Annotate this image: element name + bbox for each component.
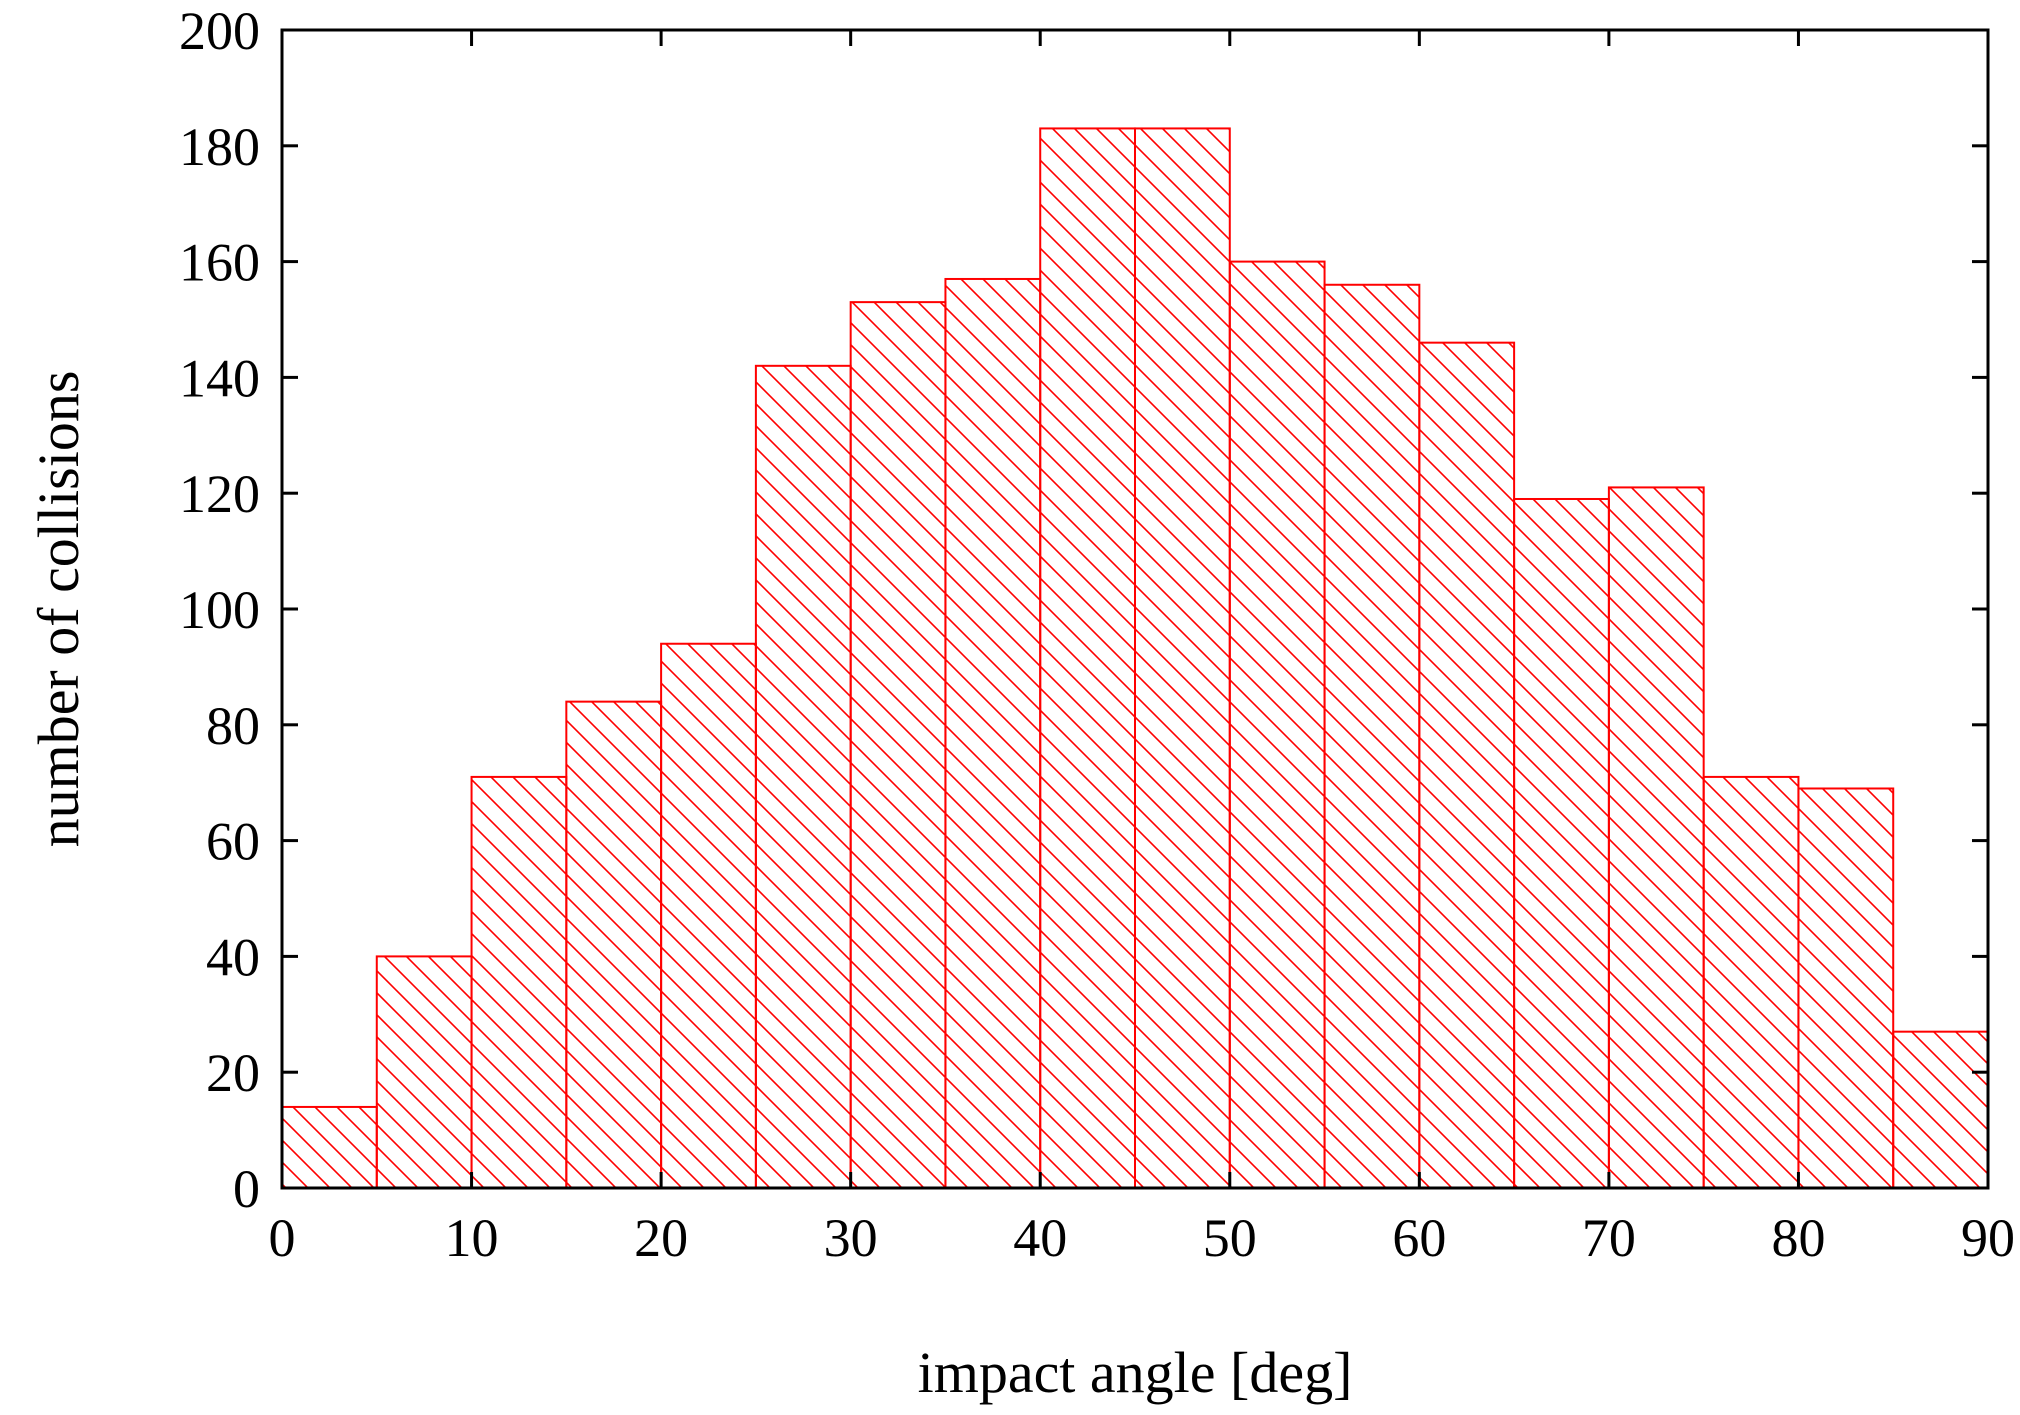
y-tick-label: 160 xyxy=(179,233,260,293)
histogram-bar xyxy=(1418,341,1516,1190)
x-tick-label: 20 xyxy=(634,1208,688,1268)
x-tick-label: 50 xyxy=(1203,1208,1257,1268)
y-tick-label: 60 xyxy=(206,812,260,872)
x-tick-label: 90 xyxy=(1961,1208,2015,1268)
histogram-bar xyxy=(1134,127,1231,1189)
x-tick-label: 0 xyxy=(269,1208,296,1268)
x-tick-label: 80 xyxy=(1771,1208,1825,1268)
histogram-bar xyxy=(1607,486,1705,1190)
histogram-bar xyxy=(1323,283,1421,1189)
histogram-bar xyxy=(1228,260,1326,1190)
x-tick-label: 70 xyxy=(1582,1208,1636,1268)
histogram-bar xyxy=(470,775,568,1189)
x-tick-label: 30 xyxy=(824,1208,878,1268)
x-tick-label: 10 xyxy=(445,1208,499,1268)
y-tick-label: 80 xyxy=(206,696,260,756)
histogram-bar xyxy=(1797,787,1895,1189)
histogram-bar xyxy=(849,301,947,1189)
histogram-bar xyxy=(944,277,1042,1190)
y-tick-label: 200 xyxy=(179,1,260,61)
y-tick-label: 20 xyxy=(206,1043,260,1103)
histogram-bar xyxy=(754,364,852,1189)
histogram-bar xyxy=(281,1105,378,1189)
bars-layer xyxy=(281,127,1989,1190)
ticks-layer xyxy=(280,28,1990,1190)
x-tick-label: 40 xyxy=(1013,1208,1067,1268)
y-axis-label: number of collisions xyxy=(26,371,91,848)
y-tick-label: 100 xyxy=(179,580,260,640)
x-axis-label: impact angle [deg] xyxy=(918,1340,1353,1405)
y-tick-label: 120 xyxy=(179,464,260,524)
histogram-bar xyxy=(565,700,663,1189)
y-tick-label: 140 xyxy=(179,348,260,408)
y-tick-label: 0 xyxy=(233,1159,260,1219)
histogram-bar xyxy=(1702,775,1800,1189)
histogram-bar xyxy=(660,642,757,1189)
x-tick-label: 60 xyxy=(1392,1208,1446,1268)
histogram-bar xyxy=(1513,497,1610,1189)
histogram-bar xyxy=(1039,127,1136,1189)
tick-labels-layer: 0 10 20 30 40 50 60 70 80 90 0 20 40 60 80 100 120 140 160… xyxy=(179,1,2015,1268)
histogram-bar xyxy=(1892,1030,1989,1190)
y-tick-label: 40 xyxy=(206,927,260,987)
histogram-bar xyxy=(375,955,473,1190)
y-tick-label: 180 xyxy=(179,117,260,177)
